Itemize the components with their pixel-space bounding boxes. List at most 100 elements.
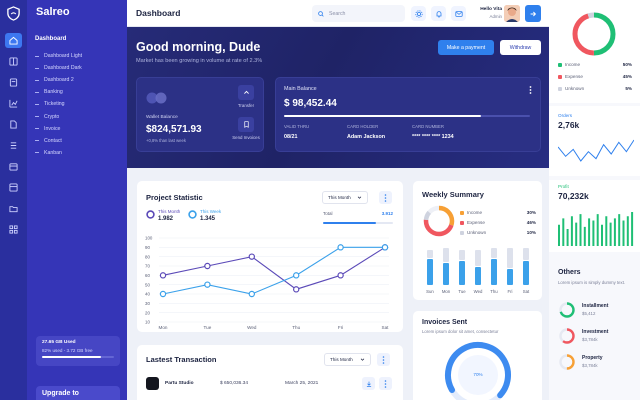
profit-label: Profit [558,184,569,189]
nav-item[interactable]: Dashboard Dark [35,62,82,74]
y-tick-label: 10 [145,320,150,325]
nav-item[interactable]: Contact [35,135,82,147]
profit-bar [592,220,595,246]
shield-logo-icon[interactable] [6,6,21,21]
more-vertical-icon [384,379,387,388]
right-donut-chart [572,12,616,56]
main-balance-label: Main Balance [284,86,317,92]
table-row[interactable]: Partu Studio $ 650,036.34 March 25, 2021 [146,377,394,393]
project-line-chart: 100 90 80 70 60 50 40 30 20 10 Mon Tue Wed Thu Fri Sat [145,236,389,330]
nav-list: Dashboard Light Dashboard Dark Dashboard… [35,50,82,159]
invoices-sent-card: Invoices Sent Lorem ipsum dolor sit amet… [413,311,542,400]
day-label: Tue [458,289,466,294]
coins-icon [146,92,167,104]
make-payment-button[interactable]: Make a payment [438,40,494,55]
bar-grey [507,248,513,268]
data-point [337,244,344,251]
right-legend-unknown: Unknown 5% [558,86,632,91]
wallet-note: +0,8% than last week [146,138,186,143]
send-invoices-button[interactable] [238,117,254,132]
day-label: Mon [442,289,451,294]
rail-chart-icon[interactable] [5,96,22,111]
dropdown-value: This Month [330,357,353,362]
transaction-more-button[interactable] [377,353,390,366]
more-vertical-icon[interactable] [529,86,532,94]
transfer-button[interactable] [238,85,254,100]
gear-icon [414,9,423,18]
rail-grid-icon[interactable] [5,54,22,69]
logout-button[interactable] [525,5,541,22]
legend-swatch [460,210,464,215]
nav-section-dashboard[interactable]: Dashboard [35,36,67,42]
transaction-name: Partu Studio [165,381,194,386]
transaction-period-dropdown[interactable]: This Month [324,353,371,366]
notifications-button[interactable] [431,6,446,21]
storage-detail: 82% used - 3.72 GB free [42,348,93,353]
project-more-button[interactable] [379,191,392,204]
orders-box: Orders 2,76k [549,106,640,176]
nav-item[interactable]: Invoice [35,123,82,135]
orders-line [558,139,634,162]
invoices-subtitle: Lorem ipsum dolor sit amet, consectetur [422,329,499,334]
avatar[interactable] [504,5,520,22]
rail-apps-icon[interactable] [5,222,22,237]
user-name: Hello Vita [480,7,502,12]
transaction-download-button[interactable] [362,377,375,390]
weekly-summary-title: Weekly Summary [422,190,484,199]
this-week-value: 1.345 [200,216,216,222]
upgrade-promo[interactable]: Upgrade to [36,386,120,400]
nav-item[interactable]: Dashboard Light [35,50,82,62]
total-value: 3.912 [381,211,393,216]
bar-blue [507,269,513,285]
bar-grey [459,250,465,260]
search-input[interactable] [329,10,399,17]
series-line-this-week [162,246,385,295]
settings-button[interactable] [411,6,426,21]
list-item[interactable]: Property $3,784k [558,351,634,373]
nav-item[interactable]: Banking [35,86,82,98]
list-item[interactable]: Installment $5,412 [558,299,634,321]
nav-item[interactable]: Dashboard 2 [35,74,82,86]
rail-home-icon[interactable] [5,33,22,48]
y-tick-label: 30 [145,301,150,306]
wallet-value: $824,571.93 [146,124,202,135]
rail-calendar-icon[interactable] [5,159,22,174]
icon-rail [0,0,27,400]
hero-banner: Good morning, Dude Market has been growi… [127,27,549,168]
other-name: Investment [582,329,609,335]
project-period-dropdown[interactable]: This Month [322,191,368,204]
data-point [204,281,211,288]
rail-document-icon[interactable] [5,117,22,132]
legend-income: Income 30% [460,210,536,215]
y-tick-label: 80 [145,254,150,259]
nav-item[interactable]: Ticketing [35,98,82,110]
day-label: Fri [507,289,512,294]
user-role: Admin [489,14,502,19]
nav-item[interactable]: Kanban [35,147,82,159]
legend-swatch [558,86,562,91]
transaction-amount: $ 650,036.34 [220,381,249,386]
brand-name: Salreo [36,6,70,18]
rail-layout-icon[interactable] [5,180,22,195]
day-label: Thu [490,289,498,294]
profit-bar [575,222,578,246]
withdraw-button[interactable]: Withdraw [500,40,541,55]
profit-bar [570,216,573,246]
profit-bar [596,214,599,246]
rail-stack-icon[interactable] [5,75,22,90]
transfer-label: Transfer [237,103,255,108]
rail-list-icon[interactable] [5,138,22,153]
rail-folder-icon[interactable] [5,201,22,216]
data-point [248,290,256,298]
weekly-donut-chart [423,205,455,237]
transaction-row-more-button[interactable] [379,377,392,390]
right-legend-expense: Expense 45% [558,74,632,79]
company-logo [146,377,159,390]
investment-ring-icon [559,328,575,344]
dropdown-value: This Month [328,195,351,200]
donut-slice [423,205,455,237]
messages-button[interactable] [451,6,466,21]
list-item[interactable]: Investment $3,784k [558,325,634,347]
nav-item[interactable]: Crypto [35,110,82,122]
search-box [312,5,405,22]
